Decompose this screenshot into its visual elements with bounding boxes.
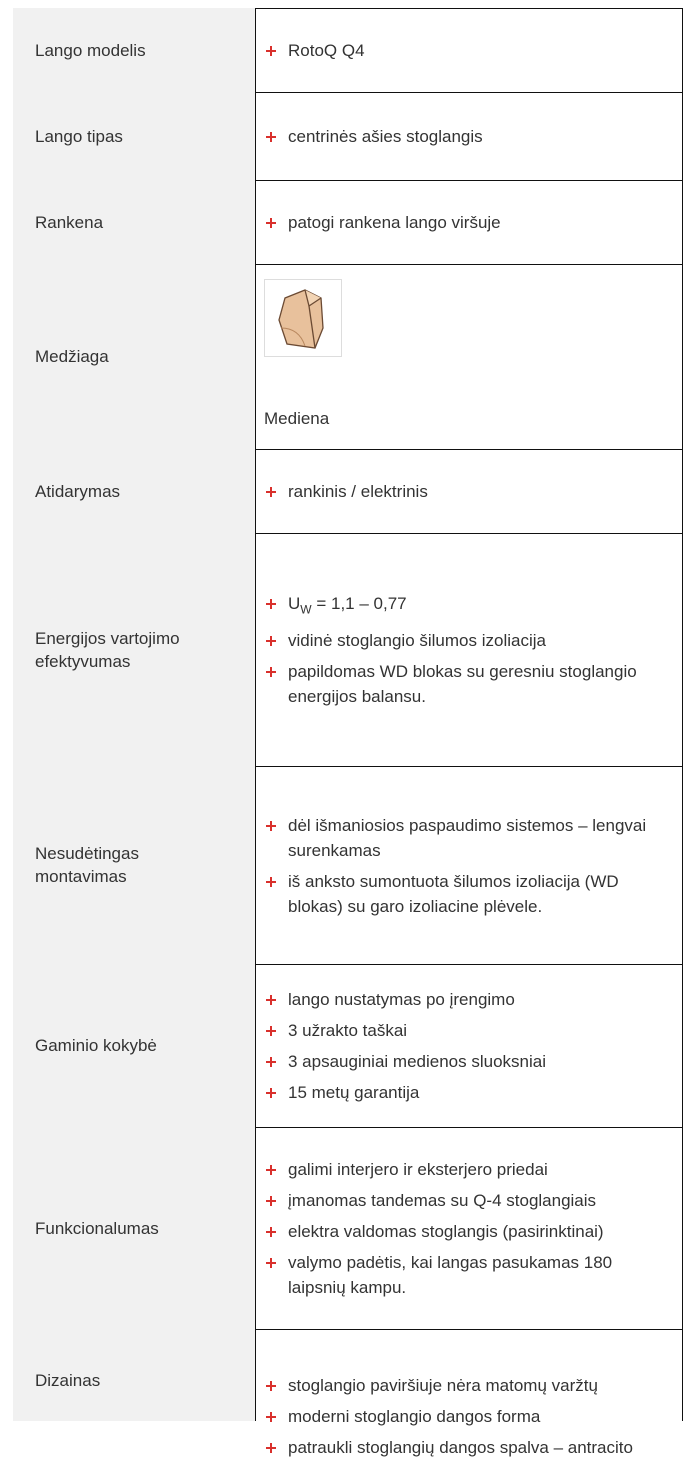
row: Lango modelis RotoQ Q4 bbox=[13, 8, 683, 92]
label-text: Dizainas bbox=[35, 1371, 101, 1390]
label-text: Energijos vartojimo efektyvumas bbox=[35, 628, 180, 671]
row-value: galimi interjero ir eksterjero priedai įm… bbox=[255, 1127, 683, 1329]
row-value: Mediena bbox=[255, 264, 683, 449]
row: Gaminio kokybė lango nustatymas po įrengi… bbox=[13, 964, 683, 1127]
list-item: patogi rankena lango viršuje bbox=[264, 210, 672, 235]
list-item: rankinis / elektrinis bbox=[264, 479, 672, 504]
label-text: Funkcionalumas bbox=[35, 1218, 159, 1238]
list-item: papildomas WD blokas su geresniu stoglan… bbox=[264, 659, 672, 709]
spec-table: Lango modelis RotoQ Q4 Lango tipas centrinė… bbox=[13, 8, 683, 1457]
formula: = 1,1 – 0,77 bbox=[316, 593, 407, 613]
row: Atidarymas rankinis / elektrinis bbox=[13, 449, 683, 533]
label-text: Lango tipas bbox=[35, 126, 123, 146]
list-item: stoglangio paviršiuje nėra matomų varžtų bbox=[264, 1373, 672, 1398]
row-label: Energijos vartojimo efektyvumas bbox=[13, 533, 255, 766]
label-text: Atidarymas bbox=[35, 481, 121, 501]
row-label: Funkcionalumas bbox=[13, 1127, 255, 1329]
list-item: dėl išmaniosios paspaudimo sistemos – le… bbox=[264, 813, 672, 863]
label-text: Nesudėtingas montavimas bbox=[35, 844, 139, 886]
row: Dizainas stoglangio paviršiuje nėra matom… bbox=[13, 1329, 683, 1457]
material-icon bbox=[264, 279, 342, 357]
list-item: iš anksto sumontuota šilumos izoliacija … bbox=[264, 869, 672, 919]
symbol: U bbox=[288, 593, 301, 613]
row-value: centrinės ašies stoglangis bbox=[255, 92, 683, 180]
row-value: stoglangio paviršiuje nėra matomų varžtų… bbox=[255, 1329, 683, 1457]
row: Nesudėtingas montavimas dėl išmaniosios p… bbox=[13, 766, 683, 964]
material-name: Mediena bbox=[264, 409, 330, 428]
list-item: galimi interjero ir eksterjero priedai bbox=[264, 1157, 672, 1182]
row-value: patogi rankena lango viršuje bbox=[255, 180, 683, 264]
row: Energijos vartojimo efektyvumas UW = 1,1 … bbox=[13, 533, 683, 766]
label-text: Lango modelis bbox=[35, 40, 146, 60]
row-label: Nesudėtingas montavimas bbox=[13, 766, 255, 964]
list-item: elektra valdomas stoglangis (pasirinktin… bbox=[264, 1219, 672, 1244]
list-item: 3 apsauginiai medienos sluoksniai bbox=[264, 1049, 672, 1074]
row-value: lango nustatymas po įrengimo 3 užrakto ta… bbox=[255, 964, 683, 1127]
list-item: patraukli stoglangių dangos spalva – ant… bbox=[264, 1435, 672, 1460]
material: Mediena bbox=[264, 265, 672, 449]
row-value: RotoQ Q4 bbox=[255, 8, 683, 92]
row-label: Lango modelis bbox=[13, 8, 255, 92]
list-item: lango nustatymas po įrengimo bbox=[264, 987, 672, 1012]
list-item: UW = 1,1 – 0,77 bbox=[264, 591, 672, 622]
row-value: rankinis / elektrinis bbox=[255, 449, 683, 533]
row: Medžiaga Mediena bbox=[13, 264, 683, 449]
subscript: W bbox=[300, 602, 312, 617]
list-item: valymo padėtis, kai langas pasukamas 180… bbox=[264, 1250, 672, 1300]
list-item: vidinė stoglangio šilumos izoliacija bbox=[264, 628, 672, 653]
row-label: Rankena bbox=[13, 180, 255, 264]
list-item: RotoQ Q4 bbox=[264, 38, 672, 63]
list-item: moderni stoglangio dangos forma bbox=[264, 1404, 672, 1429]
row-value: UW = 1,1 – 0,77 vidinė stoglangio šilumos… bbox=[255, 533, 683, 766]
row: Funkcionalumas galimi interjero ir ekster… bbox=[13, 1127, 683, 1329]
row: Rankena patogi rankena lango viršuje bbox=[13, 180, 683, 264]
list-item: įmanomas tandemas su Q-4 stoglangiais bbox=[264, 1188, 672, 1213]
row: Lango tipas centrinės ašies stoglangis bbox=[13, 92, 683, 180]
label-text: Medžiaga bbox=[35, 347, 109, 366]
wood-icon bbox=[278, 289, 324, 349]
row-label: Gaminio kokybė bbox=[13, 964, 255, 1127]
row-label: Medžiaga bbox=[13, 264, 255, 449]
list-item: centrinės ašies stoglangis bbox=[264, 124, 672, 149]
row-value: dėl išmaniosios paspaudimo sistemos – le… bbox=[255, 766, 683, 964]
label-text: Gaminio kokybė bbox=[35, 1036, 157, 1055]
row-label: Dizainas bbox=[13, 1329, 255, 1421]
row-label: Lango tipas bbox=[13, 92, 255, 180]
list-item: 3 užrakto taškai bbox=[264, 1018, 672, 1043]
list-item: 15 metų garantija bbox=[264, 1080, 672, 1105]
label-text: Rankena bbox=[35, 212, 104, 232]
row-label: Atidarymas bbox=[13, 449, 255, 533]
